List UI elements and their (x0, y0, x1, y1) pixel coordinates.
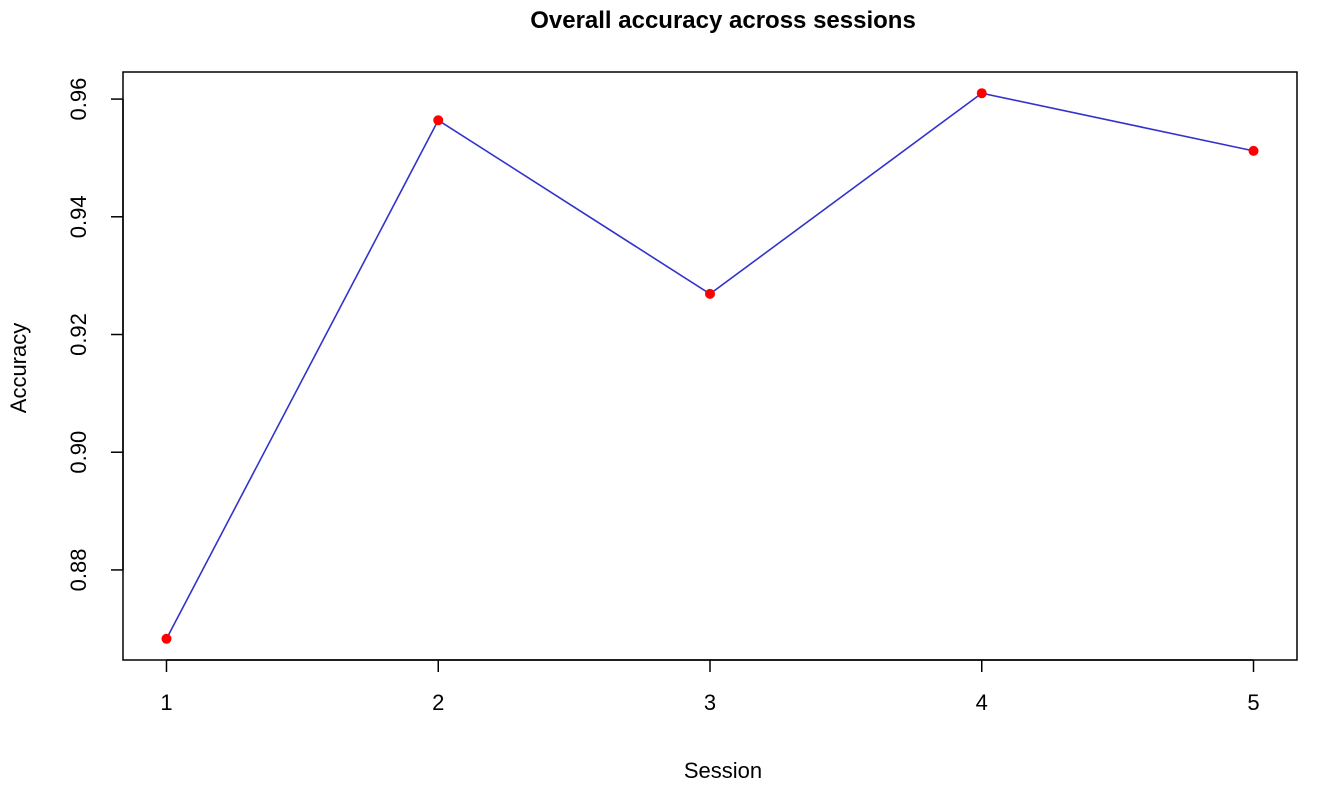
y-tick-label: 0.92 (66, 313, 91, 356)
x-tick-label: 1 (160, 690, 172, 715)
series-line (165, 92, 1254, 640)
x-tick-label: 4 (976, 690, 988, 715)
data-point (161, 633, 172, 644)
data-point (433, 115, 444, 126)
y-tick-label: 0.94 (66, 195, 91, 238)
y-tick-label: 0.88 (66, 549, 91, 592)
chart-title: Overall accuracy across sessions (530, 7, 916, 34)
x-tick-label: 3 (704, 690, 716, 715)
y-axis: 0.88 0.90 0.92 0.94 0.96 (66, 78, 124, 592)
x-tick-label: 2 (432, 690, 444, 715)
y-tick-label: 0.90 (66, 431, 91, 474)
x-axis-label: Session (684, 758, 762, 783)
x-axis: 1 2 3 4 5 (160, 659, 1260, 715)
plot-frame (122, 71, 1298, 661)
data-point (1248, 145, 1259, 156)
series-group (161, 88, 1259, 644)
y-axis-label: Accuracy (6, 323, 31, 413)
data-point (705, 288, 715, 299)
y-tick-label: 0.96 (66, 78, 91, 121)
data-point (976, 88, 987, 99)
x-tick-label: 5 (1247, 690, 1259, 715)
